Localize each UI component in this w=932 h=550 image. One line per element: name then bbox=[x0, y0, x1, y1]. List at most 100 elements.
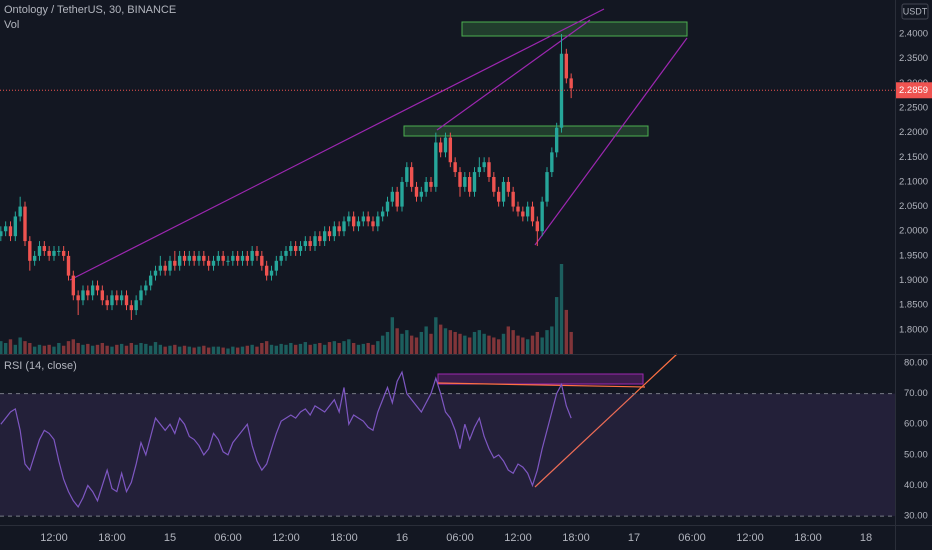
zone-box bbox=[461, 21, 688, 37]
volume-bar bbox=[42, 345, 47, 354]
volume-bar bbox=[443, 328, 448, 354]
volume-bar bbox=[148, 345, 153, 354]
volume-bar bbox=[28, 342, 32, 354]
y-tick-label: 40.00 bbox=[904, 480, 928, 491]
volume-bar bbox=[525, 339, 530, 354]
trend-line bbox=[534, 37, 688, 246]
candle-body bbox=[61, 250, 66, 256]
trend-line bbox=[437, 382, 646, 388]
y-tick-label: 2.0500 bbox=[899, 201, 928, 212]
candle-body bbox=[371, 221, 375, 227]
currency-label[interactable]: USDT bbox=[903, 6, 928, 16]
candle-body bbox=[13, 216, 18, 237]
candle-body bbox=[424, 181, 428, 192]
volume-bar bbox=[47, 344, 51, 354]
x-tick-label: 06:00 bbox=[678, 532, 706, 544]
candle-body bbox=[337, 226, 341, 232]
y-tick-label: 1.9500 bbox=[899, 250, 928, 261]
volume-bar bbox=[279, 343, 283, 354]
candle-body bbox=[376, 216, 380, 227]
candle-body bbox=[269, 270, 274, 276]
candle-body bbox=[23, 206, 27, 242]
x-tick-label: 17 bbox=[628, 532, 640, 544]
candle-body bbox=[284, 250, 288, 256]
candle-body bbox=[139, 290, 143, 301]
volume-label: Vol bbox=[4, 19, 19, 31]
volume-bar bbox=[240, 346, 245, 354]
volume-bar bbox=[492, 337, 496, 354]
candle-body bbox=[235, 255, 240, 261]
candle-body bbox=[226, 260, 230, 262]
candle-body bbox=[173, 260, 177, 266]
volume-bar bbox=[545, 330, 549, 354]
volume-bar bbox=[197, 346, 201, 354]
volume-bar bbox=[115, 344, 119, 354]
candle-body bbox=[298, 246, 303, 251]
y-tick-label: 30.00 bbox=[904, 511, 928, 522]
candle-body bbox=[308, 241, 312, 247]
candle-body bbox=[260, 255, 264, 266]
candle-body bbox=[453, 162, 457, 173]
volume-bar bbox=[390, 317, 395, 354]
volume-bar bbox=[0, 341, 3, 354]
volume-bar bbox=[187, 346, 192, 354]
volume-bar bbox=[569, 331, 573, 354]
candle-body bbox=[458, 172, 462, 187]
candle-body bbox=[390, 191, 395, 202]
volume-bar bbox=[158, 344, 163, 354]
candle-body bbox=[57, 250, 61, 252]
volume-bar bbox=[3, 342, 8, 354]
candle-body bbox=[380, 211, 385, 217]
volume-bar bbox=[260, 342, 264, 354]
candle-body bbox=[192, 255, 196, 261]
candle-body bbox=[511, 191, 515, 207]
rsi-band bbox=[0, 393, 895, 517]
volume-bar bbox=[61, 345, 66, 354]
volume-bar bbox=[211, 346, 216, 354]
volume-bar bbox=[395, 328, 399, 354]
candle-body bbox=[3, 226, 8, 232]
candle-body bbox=[115, 295, 119, 301]
candle-body bbox=[47, 250, 51, 256]
volume-bar bbox=[554, 297, 559, 354]
y-tick-label: 2.1500 bbox=[899, 152, 928, 163]
candle-body bbox=[18, 206, 22, 217]
candle-body bbox=[303, 241, 308, 247]
volume-bar bbox=[458, 333, 462, 354]
volume-bar bbox=[129, 342, 134, 354]
volume-bar bbox=[356, 344, 361, 354]
volume-bar bbox=[308, 344, 312, 354]
volume-bar bbox=[419, 331, 424, 354]
y-tick-label: 2.2500 bbox=[899, 102, 928, 113]
volume-bar bbox=[380, 335, 385, 354]
candle-body bbox=[327, 231, 332, 237]
candle-body bbox=[221, 255, 225, 261]
y-tick-label: 70.00 bbox=[904, 388, 928, 399]
zone-box bbox=[403, 125, 649, 137]
volume-bar bbox=[274, 345, 279, 354]
candle-body bbox=[550, 152, 554, 173]
volume-bar bbox=[32, 346, 37, 354]
volume-bar bbox=[535, 331, 540, 354]
volume-bar bbox=[206, 347, 211, 354]
volume-bar bbox=[182, 345, 187, 354]
rsi-line bbox=[0, 370, 572, 509]
candle-body bbox=[100, 290, 105, 301]
candle-body bbox=[289, 246, 293, 251]
x-tick-label: 18:00 bbox=[330, 532, 358, 544]
volume-bar bbox=[501, 333, 506, 354]
candle-body bbox=[197, 255, 201, 261]
volume-bar bbox=[376, 341, 380, 354]
candle-body bbox=[163, 265, 167, 271]
currency-button[interactable] bbox=[901, 3, 929, 20]
candle-body bbox=[182, 255, 187, 261]
volume-bar bbox=[37, 344, 42, 354]
zone-box bbox=[437, 373, 644, 385]
candle-body bbox=[366, 216, 370, 222]
last-price-label: 2.2859 bbox=[899, 85, 928, 96]
candle-body bbox=[28, 241, 32, 261]
candle-body bbox=[467, 177, 472, 192]
y-tick-label: 1.9000 bbox=[899, 275, 928, 286]
